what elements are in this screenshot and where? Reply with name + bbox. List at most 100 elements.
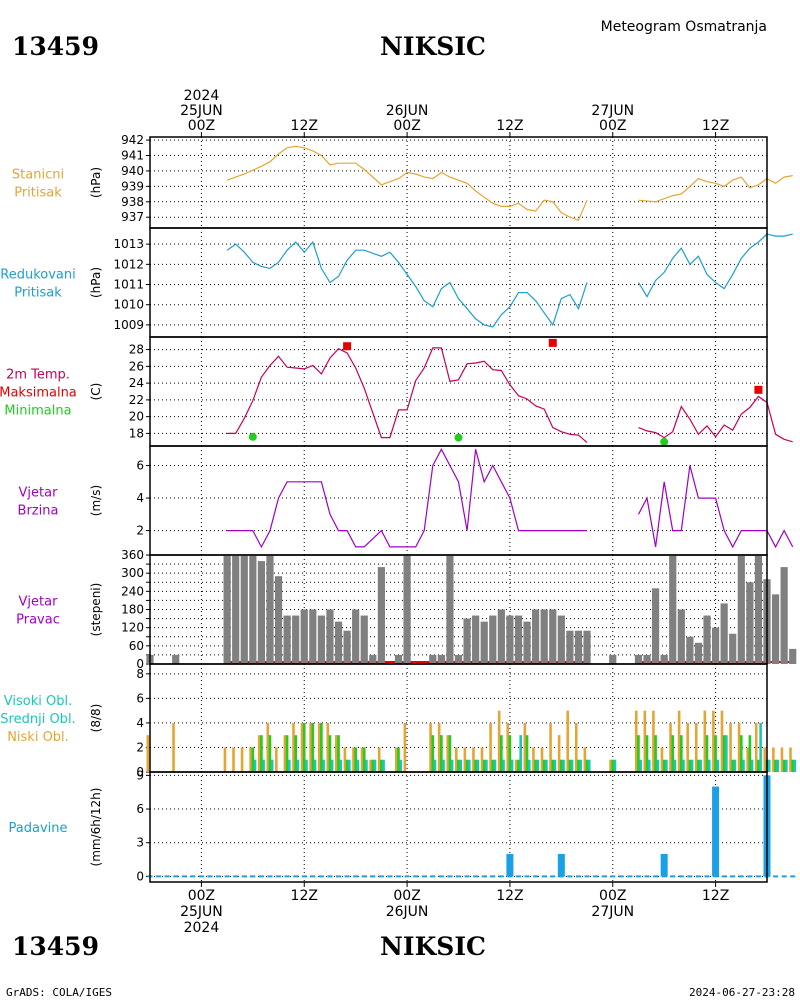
cloud-bar (360, 747, 364, 772)
panels: 937938939940941942(hPa)StanicniPritisak1… (0, 133, 797, 883)
wind-direction-bar (677, 609, 685, 664)
cloud-bar (480, 747, 484, 772)
cloud-bar (665, 759, 668, 772)
wind-direction-bar (514, 615, 523, 664)
panel-label-line: Pritisak (14, 286, 62, 301)
cloud-bar (568, 759, 572, 772)
tmax-marker (548, 338, 557, 347)
cloud-bar (699, 759, 702, 772)
cloud-bar (647, 759, 651, 772)
cloud-bar (579, 759, 582, 772)
cloud-bar (583, 747, 587, 772)
precip-bar (506, 853, 514, 877)
wind-direction-bar (771, 594, 780, 664)
cloud-bar (489, 722, 492, 772)
cloud-bar (450, 759, 454, 772)
panel-label-line: Visoki Obl. (4, 694, 72, 709)
wind-direction-bar (720, 603, 728, 664)
wind-direction-bar (223, 555, 231, 664)
y-tick-label: 8 (136, 667, 144, 681)
cloud-bar (433, 759, 437, 772)
tmin-marker (660, 437, 669, 446)
cloud-bar (562, 759, 565, 772)
cloud-bar (532, 747, 535, 772)
cloud-bar (716, 759, 720, 772)
cloud-bar (249, 747, 252, 772)
panel-precipitation: 0 3 6 9 (mm/6h/12h) Padavine (9, 768, 796, 883)
panel-label-line: Stanicni (12, 168, 64, 183)
wind-direction-bar (274, 576, 283, 664)
cloud-bar (285, 735, 289, 772)
cloud-bar (680, 735, 683, 772)
cloud-bar (750, 759, 754, 772)
cloud-bar (395, 747, 398, 772)
wind-direction-bar (789, 648, 797, 664)
cloud-bar (645, 735, 649, 772)
wind-direction-bar (497, 609, 505, 664)
tmin-marker (454, 433, 463, 442)
cloud-bar (557, 735, 561, 772)
precip-bar (660, 853, 668, 877)
wind-direction-bar (454, 654, 463, 664)
cloud-bar (347, 759, 351, 772)
cloud-bar (283, 735, 287, 772)
cloud-bar (671, 735, 675, 772)
cloud-bar (729, 722, 732, 772)
cloud-bar (302, 722, 306, 772)
cloud-bar (448, 735, 452, 772)
y-tick-label: 0 (136, 765, 144, 779)
y-axis-label: (8/8) (89, 704, 103, 733)
wind-direction-bar (583, 630, 591, 664)
time-label: 2024 (184, 920, 220, 936)
pressure-line (638, 175, 793, 203)
wind-direction-bar (283, 615, 291, 664)
wind-direction-bar (172, 654, 180, 664)
cloud-bar (500, 735, 503, 772)
y-tick-label: 22 (129, 393, 144, 407)
cloud-bar (354, 747, 357, 772)
panel-label-line: Minimalna (4, 404, 71, 419)
time-label: 12Z (496, 118, 523, 134)
wind-direction-bar (686, 636, 694, 664)
cloud-bar (694, 722, 698, 772)
cloud-bar (275, 747, 278, 772)
time-label: 00Z (393, 118, 420, 134)
wind-direction-bar (643, 654, 651, 664)
precip-bar (557, 853, 565, 877)
y-tick-label: 941 (121, 149, 144, 163)
wind-direction-bar (292, 615, 300, 664)
cloud-bar (754, 722, 758, 772)
wind-direction-bar (377, 567, 385, 664)
cloud-bar (328, 735, 332, 772)
y-tick-label: 2 (136, 740, 144, 754)
panel-clouds: 0 2 4 6 8 (8/8) Visoki Obl. Srednji Obl. Niski O… (0, 663, 797, 779)
cloud-bar (253, 759, 257, 772)
tmax-marker (754, 385, 763, 394)
cloud-bar (720, 710, 724, 772)
cloud-bar (442, 759, 445, 772)
panel-label-line: Pravac (16, 613, 60, 628)
cloud-bar (733, 759, 737, 772)
y-tick-label: 1011 (113, 278, 144, 292)
cloud-bar (677, 710, 681, 772)
wind-direction-bar (549, 609, 557, 664)
y-tick-label: 4 (136, 491, 144, 505)
cloud-bar (326, 722, 330, 772)
wind-direction-bar (711, 627, 720, 664)
cloud-bar (260, 735, 263, 772)
cloud-bar (476, 759, 480, 772)
wind-direction-bar (472, 615, 480, 664)
y-tick-label: 1009 (113, 318, 144, 332)
panel-label-line: Pritisak (14, 186, 62, 201)
cloud-bar (654, 735, 657, 772)
wind-direction-bar (694, 642, 703, 664)
cloud-bar (446, 735, 450, 772)
cloud-bar (774, 759, 777, 772)
wind-direction-bar (737, 555, 745, 664)
cloud-bar (431, 735, 435, 772)
cloud-bar (613, 759, 617, 772)
panel-frame (149, 771, 768, 883)
cloud-bar (611, 759, 615, 772)
